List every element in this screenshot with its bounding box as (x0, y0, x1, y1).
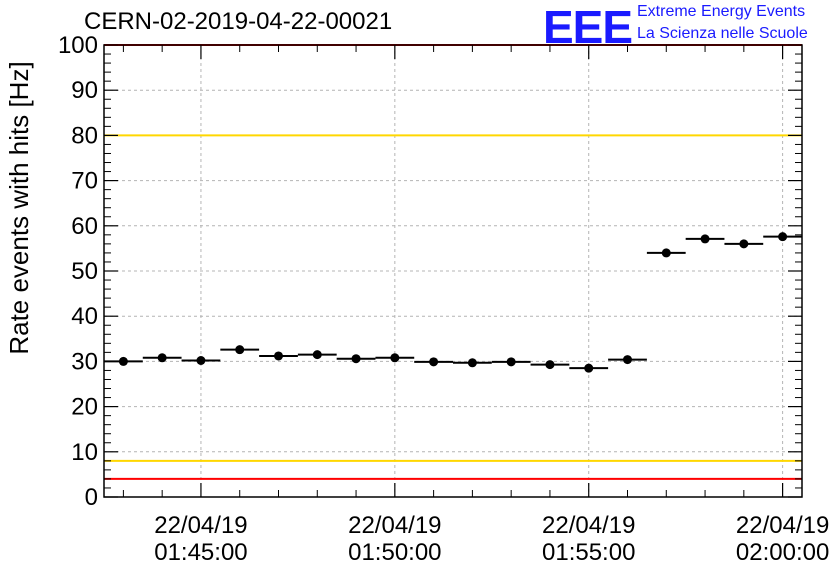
data-point (467, 358, 477, 368)
data-point (235, 345, 245, 355)
reference-lines (104, 44, 802, 480)
y-tick-label: 30 (71, 348, 98, 375)
y-tick-label: 0 (85, 484, 98, 511)
x-tick-time-label: 02:00:00 (736, 539, 829, 566)
x-tick-date-label: 22/04/19 (736, 512, 829, 539)
data-point (351, 354, 361, 364)
x-tick-date-label: 22/04/19 (542, 512, 635, 539)
grid (104, 45, 802, 497)
axes: 010203040506070809010022/04/1901:45:0022… (58, 32, 829, 566)
data-point (661, 248, 671, 258)
data-point (623, 355, 632, 365)
data-point (739, 239, 749, 249)
x-tick-date-label: 22/04/19 (348, 512, 441, 539)
data-point (506, 357, 516, 367)
eee-logo: EEE (543, 1, 633, 53)
data-point (274, 351, 283, 361)
data-point (118, 356, 128, 366)
y-tick-label: 70 (71, 168, 98, 195)
y-tick-label: 80 (71, 122, 98, 149)
run-title: CERN-02-2019-04-22-00021 (84, 8, 393, 35)
y-tick-label: 90 (71, 77, 98, 104)
y-tick-label: 60 (71, 213, 98, 240)
y-tick-label: 100 (58, 32, 98, 59)
data-point (390, 353, 400, 363)
logo-line-2: La Scienza nelle Scuole (637, 25, 808, 42)
data-point (584, 363, 594, 373)
x-tick-date-label: 22/04/19 (154, 512, 247, 539)
logo-line-1: Extreme Energy Events (637, 3, 806, 20)
y-tick-label: 50 (71, 258, 98, 285)
data-point (778, 232, 788, 242)
x-tick-time-label: 01:55:00 (542, 539, 635, 566)
data-point (196, 355, 206, 365)
y-tick-label: 10 (71, 439, 98, 466)
data-point (429, 357, 439, 367)
data-point (545, 360, 555, 370)
data-point (157, 353, 167, 363)
data-point (312, 350, 322, 360)
x-tick-time-label: 01:50:00 (348, 539, 441, 566)
y-tick-label: 20 (71, 394, 98, 421)
data-point (700, 234, 710, 244)
data-series (104, 232, 802, 373)
y-axis-label: Rate events with hits [Hz] (4, 61, 34, 354)
y-tick-label: 40 (71, 303, 98, 330)
x-tick-time-label: 01:45:00 (154, 539, 247, 566)
